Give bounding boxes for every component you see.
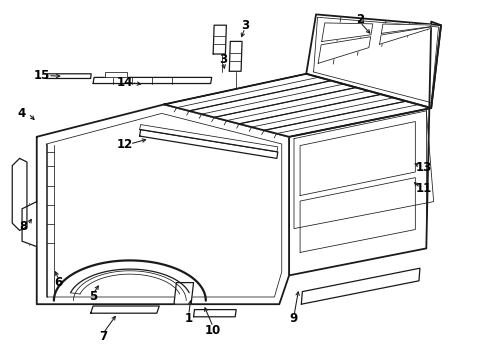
- Text: 1: 1: [185, 312, 193, 325]
- Text: 13: 13: [416, 161, 432, 174]
- Polygon shape: [47, 113, 282, 297]
- Polygon shape: [22, 202, 37, 247]
- Polygon shape: [194, 310, 236, 317]
- Text: 4: 4: [18, 107, 26, 120]
- Polygon shape: [93, 77, 212, 84]
- Text: 10: 10: [205, 324, 221, 337]
- Polygon shape: [213, 25, 226, 54]
- Text: 11: 11: [416, 183, 432, 195]
- Polygon shape: [322, 23, 373, 41]
- Text: 14: 14: [117, 76, 133, 89]
- Text: 9: 9: [290, 312, 298, 325]
- Text: 6: 6: [55, 276, 63, 289]
- Polygon shape: [37, 104, 289, 304]
- Polygon shape: [12, 158, 27, 230]
- Text: 3: 3: [219, 53, 227, 66]
- Text: 12: 12: [117, 138, 133, 150]
- Polygon shape: [306, 14, 441, 108]
- Polygon shape: [380, 27, 431, 44]
- Polygon shape: [91, 306, 159, 313]
- Polygon shape: [229, 41, 242, 71]
- Text: 2: 2: [356, 13, 364, 26]
- Polygon shape: [140, 130, 278, 158]
- Polygon shape: [318, 37, 370, 63]
- Polygon shape: [300, 177, 416, 252]
- Text: 8: 8: [20, 220, 27, 233]
- Polygon shape: [47, 74, 91, 78]
- Polygon shape: [105, 72, 127, 77]
- Text: 3: 3: [241, 19, 249, 32]
- Polygon shape: [381, 24, 431, 33]
- Text: 7: 7: [99, 330, 107, 343]
- Text: 15: 15: [33, 69, 50, 82]
- Polygon shape: [289, 22, 441, 275]
- Polygon shape: [301, 268, 420, 304]
- Text: 5: 5: [89, 291, 97, 303]
- Polygon shape: [300, 122, 416, 195]
- Polygon shape: [164, 74, 431, 137]
- Polygon shape: [174, 283, 194, 304]
